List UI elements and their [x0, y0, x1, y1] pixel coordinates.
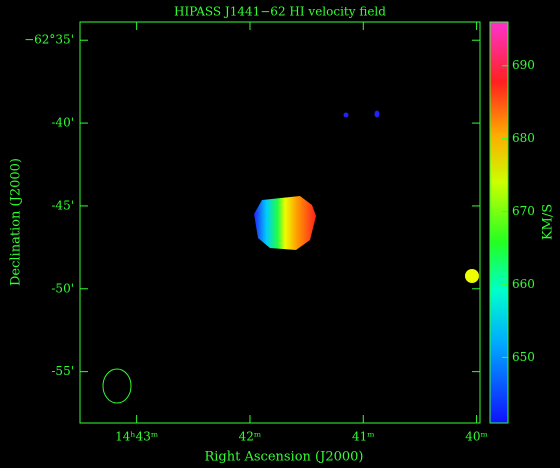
colorbar-tick-label: 690	[512, 58, 535, 72]
colorbar-tick-label: 680	[512, 131, 535, 145]
colorbar-tick-label: 650	[512, 350, 535, 364]
colorbar-tick-label: 660	[512, 277, 535, 291]
galaxy-velocity	[254, 196, 316, 250]
x-tick-label: 14ʰ43ᵐ	[115, 430, 158, 444]
colorbar	[489, 21, 509, 424]
colorbar-label: KM/S	[541, 204, 556, 240]
beam	[102, 368, 132, 404]
chart-title: HIPASS J1441−62 HI velocity field	[174, 5, 386, 19]
y-tick-label: -40'	[51, 116, 74, 130]
y-tick-label: -50'	[51, 281, 74, 295]
y-tick-label: -45'	[51, 198, 74, 212]
noise-spot	[343, 112, 349, 118]
x-tick-label: 42ᵐ	[239, 430, 262, 444]
x-tick-label: 41ᵐ	[352, 430, 375, 444]
edge-source	[465, 269, 479, 283]
y-tick-label: -55'	[51, 364, 74, 378]
noise-spot	[374, 110, 380, 118]
colorbar-tick-label: 670	[512, 204, 535, 218]
y-axis-label: Declination (J2000)	[9, 158, 24, 286]
plot-frame	[79, 21, 481, 424]
x-axis-label: Right Ascension (J2000)	[204, 450, 363, 465]
y-tick-label: −62°35'	[24, 33, 74, 47]
x-tick-label: 40ᵐ	[465, 430, 488, 444]
